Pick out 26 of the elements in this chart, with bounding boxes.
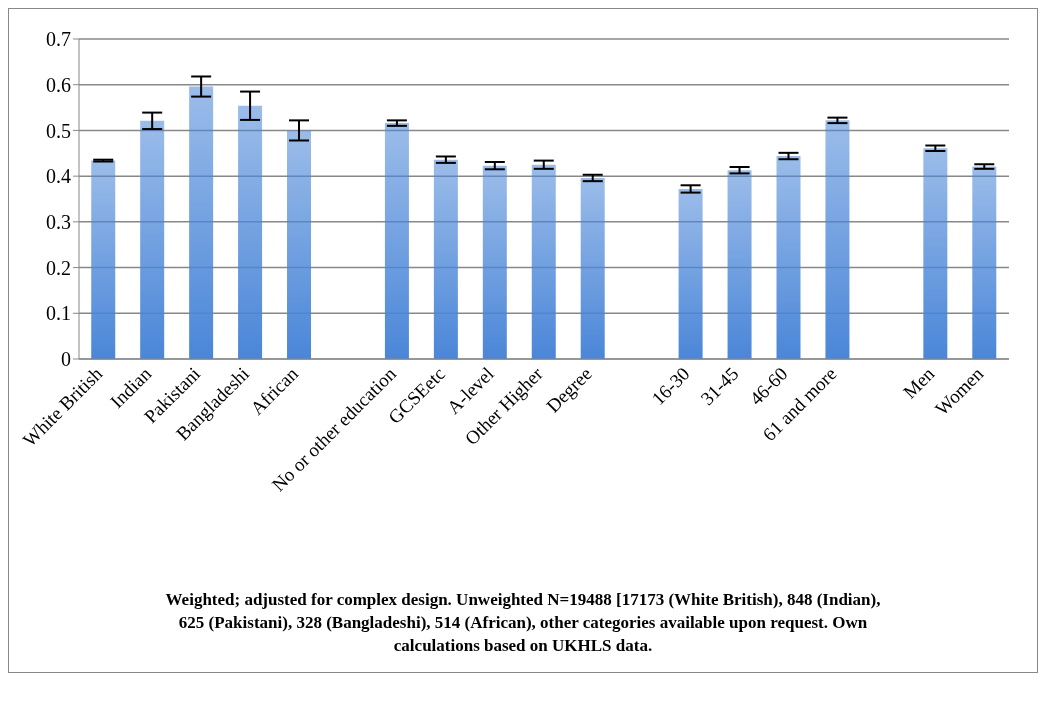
bar xyxy=(140,120,165,359)
bar xyxy=(727,170,752,359)
bar xyxy=(678,188,703,359)
y-tick-label: 0 xyxy=(61,348,71,371)
bar xyxy=(531,164,556,359)
y-tick-label: 0.7 xyxy=(46,28,71,51)
bar xyxy=(189,86,214,359)
bar xyxy=(923,148,948,359)
bar xyxy=(972,166,997,359)
bar xyxy=(91,160,116,359)
bar xyxy=(482,165,507,359)
text: Weighted; adjusted for complex design. Unweighted N=19488 [17173 (White British), 848 (Indian), 625 (Pakistani), 328 (Bangladeshi), 514 (African), other categories available upon request. Own calculations based on UKHLS data. xyxy=(164,589,882,657)
bar xyxy=(825,120,850,359)
bar xyxy=(287,130,312,359)
y-tick-label: 0.3 xyxy=(46,210,71,233)
bar xyxy=(776,156,801,359)
y-tick-label: 0.2 xyxy=(46,256,71,279)
y-tick-label: 0.6 xyxy=(46,73,71,96)
y-tick-label: 0.4 xyxy=(46,165,71,188)
y-tick-label: 0.5 xyxy=(46,119,71,142)
bar xyxy=(384,123,409,359)
y-tick-label: 0.1 xyxy=(46,302,71,325)
x-tick-label: Men xyxy=(898,362,939,403)
bar xyxy=(433,159,458,359)
bar xyxy=(238,105,263,359)
bar xyxy=(580,177,605,359)
